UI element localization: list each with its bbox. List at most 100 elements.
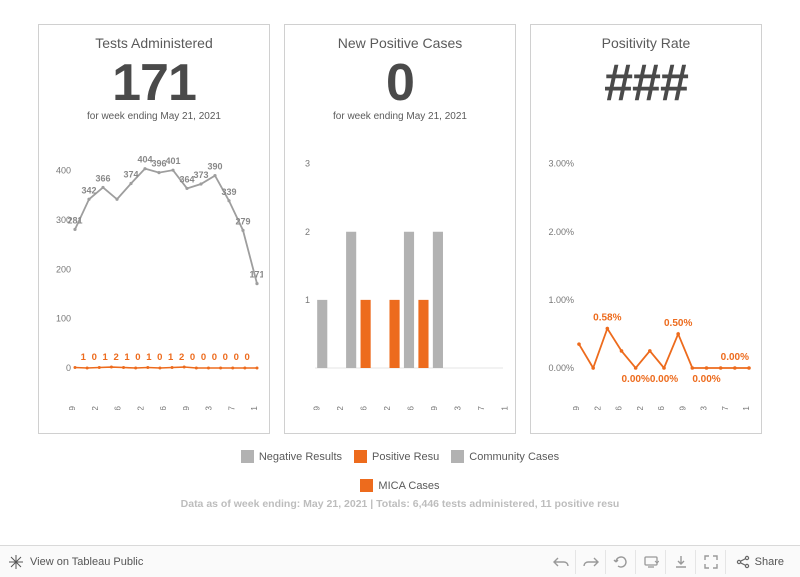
card-title: New Positive Cases (338, 35, 463, 51)
svg-text:5/21: 5/21 (499, 406, 509, 410)
svg-text:0.00%: 0.00% (692, 374, 720, 385)
card-tests-administered: Tests Administered 171 for week ending M… (38, 24, 270, 434)
svg-text:0.00%: 0.00% (621, 374, 649, 385)
svg-text:5/7: 5/7 (720, 406, 730, 410)
footer-note: Data as of week ending: May 21, 2021 | T… (0, 494, 800, 510)
svg-text:5/21: 5/21 (741, 406, 751, 410)
svg-text:0.00%: 0.00% (650, 374, 678, 385)
rate-subtitle (645, 111, 648, 122)
svg-text:1/29: 1/29 (571, 406, 581, 410)
svg-text:366: 366 (95, 173, 110, 183)
svg-text:373: 373 (193, 170, 208, 180)
card-positivity-rate: Positivity Rate ### 0.00%1.00%2.00%3.00%… (530, 24, 762, 434)
card-title: Positivity Rate (602, 35, 691, 51)
legend-label: Positive Resu (372, 451, 439, 463)
card-new-positive: New Positive Cases 0 for week ending May… (284, 24, 516, 434)
svg-text:4/23: 4/23 (452, 406, 462, 410)
legend-label: Community Cases (469, 451, 559, 463)
fullscreen-button[interactable] (698, 550, 726, 574)
svg-text:1/29: 1/29 (67, 406, 77, 410)
footer-totals-label: Totals: (376, 498, 410, 510)
svg-text:100: 100 (56, 314, 71, 324)
svg-text:3/12: 3/12 (635, 406, 645, 410)
positive-value: 0 (386, 57, 414, 109)
svg-text:0.58%: 0.58% (593, 312, 621, 323)
svg-text:4/23: 4/23 (204, 406, 214, 410)
footer-prefix: Data as of week ending (181, 498, 297, 510)
footer-sep: : May 21, 2021 | (297, 498, 376, 510)
redo-button[interactable] (578, 550, 606, 574)
tests-value: 171 (112, 57, 196, 109)
svg-text:0.00%: 0.00% (548, 363, 574, 373)
tableau-toolbar: View on Tableau Public Share (0, 545, 800, 577)
view-on-tableau-button[interactable]: View on Tableau Public (8, 554, 143, 570)
positive-subtitle: for week ending May 21, 2021 (333, 111, 467, 122)
svg-text:2/26: 2/26 (113, 406, 123, 410)
svg-text:4/9: 4/9 (181, 406, 191, 410)
legend-swatch (354, 450, 367, 463)
svg-text:2: 2 (305, 227, 310, 237)
svg-text:400: 400 (56, 166, 71, 176)
svg-text:3/26: 3/26 (656, 406, 666, 410)
svg-text:3/26: 3/26 (405, 406, 415, 410)
redo-icon (583, 556, 599, 568)
reset-button[interactable] (608, 550, 636, 574)
svg-text:0.00%: 0.00% (721, 352, 749, 363)
legend: Negative Results Positive Resu Community C… (0, 444, 800, 494)
svg-text:3/26: 3/26 (158, 406, 168, 410)
tests-svg: 01002003004001/292/122/263/123/264/94/23… (47, 140, 263, 410)
legend-label: Negative Results (259, 451, 342, 463)
svg-text:1/29: 1/29 (311, 406, 321, 410)
svg-text:279: 279 (235, 216, 250, 226)
svg-text:3/12: 3/12 (382, 406, 392, 410)
svg-text:364: 364 (179, 174, 194, 184)
tests-subtitle: for week ending May 21, 2021 (87, 111, 221, 122)
download-icon (674, 555, 688, 569)
rate-chart: 0.00%1.00%2.00%3.00%0.58%0.00%0.00%0.50%… (539, 140, 753, 423)
footer-totals-text: 6,446 tests administered, 11 positive re… (410, 498, 620, 510)
share-label: Share (755, 556, 784, 568)
share-button[interactable]: Share (728, 555, 792, 569)
svg-text:171: 171 (249, 270, 263, 280)
share-icon (736, 555, 750, 569)
legend-swatch (360, 479, 373, 492)
svg-text:1.00%: 1.00% (548, 295, 574, 305)
legend-item: Positive Resu (354, 450, 439, 463)
svg-text:3/12: 3/12 (135, 406, 145, 410)
svg-text:200: 200 (56, 264, 71, 274)
svg-text:342: 342 (81, 185, 96, 195)
positive-svg: 1231/292/122/263/123/264/94/235/75/21 (293, 140, 509, 410)
svg-text:2/26: 2/26 (358, 406, 368, 410)
svg-text:3.00%: 3.00% (548, 159, 574, 169)
rate-value: ### (604, 57, 688, 109)
reset-icon (613, 555, 629, 569)
tests-chart: 01002003004001/292/122/263/123/264/94/23… (47, 140, 261, 423)
svg-text:2/26: 2/26 (614, 406, 624, 410)
svg-text:390: 390 (207, 162, 222, 172)
svg-text:0: 0 (66, 363, 71, 373)
fullscreen-icon (704, 555, 718, 569)
legend-item: Community Cases (451, 450, 559, 463)
svg-text:4/9: 4/9 (677, 406, 687, 410)
device-icon (643, 555, 659, 569)
rate-svg: 0.00%1.00%2.00%3.00%0.58%0.00%0.00%0.50%… (539, 140, 755, 410)
svg-text:396: 396 (151, 159, 166, 169)
undo-button[interactable] (548, 550, 576, 574)
svg-text:2/12: 2/12 (335, 406, 345, 410)
tableau-icon (8, 554, 24, 570)
device-button[interactable] (638, 550, 666, 574)
svg-text:3: 3 (305, 159, 310, 169)
legend-item: Negative Results (241, 450, 342, 463)
svg-text:401: 401 (165, 156, 180, 166)
svg-text:5/7: 5/7 (226, 406, 236, 410)
download-button[interactable] (668, 550, 696, 574)
legend-label: MICA Cases (378, 480, 439, 492)
dashboard: Tests Administered 171 for week ending M… (0, 0, 800, 444)
svg-text:2/12: 2/12 (592, 406, 602, 410)
svg-text:1: 1 (305, 295, 310, 305)
view-label: View on Tableau Public (30, 556, 143, 568)
svg-text:281: 281 (67, 215, 82, 225)
legend-swatch (241, 450, 254, 463)
svg-text:4/9: 4/9 (429, 406, 439, 410)
undo-icon (553, 556, 569, 568)
